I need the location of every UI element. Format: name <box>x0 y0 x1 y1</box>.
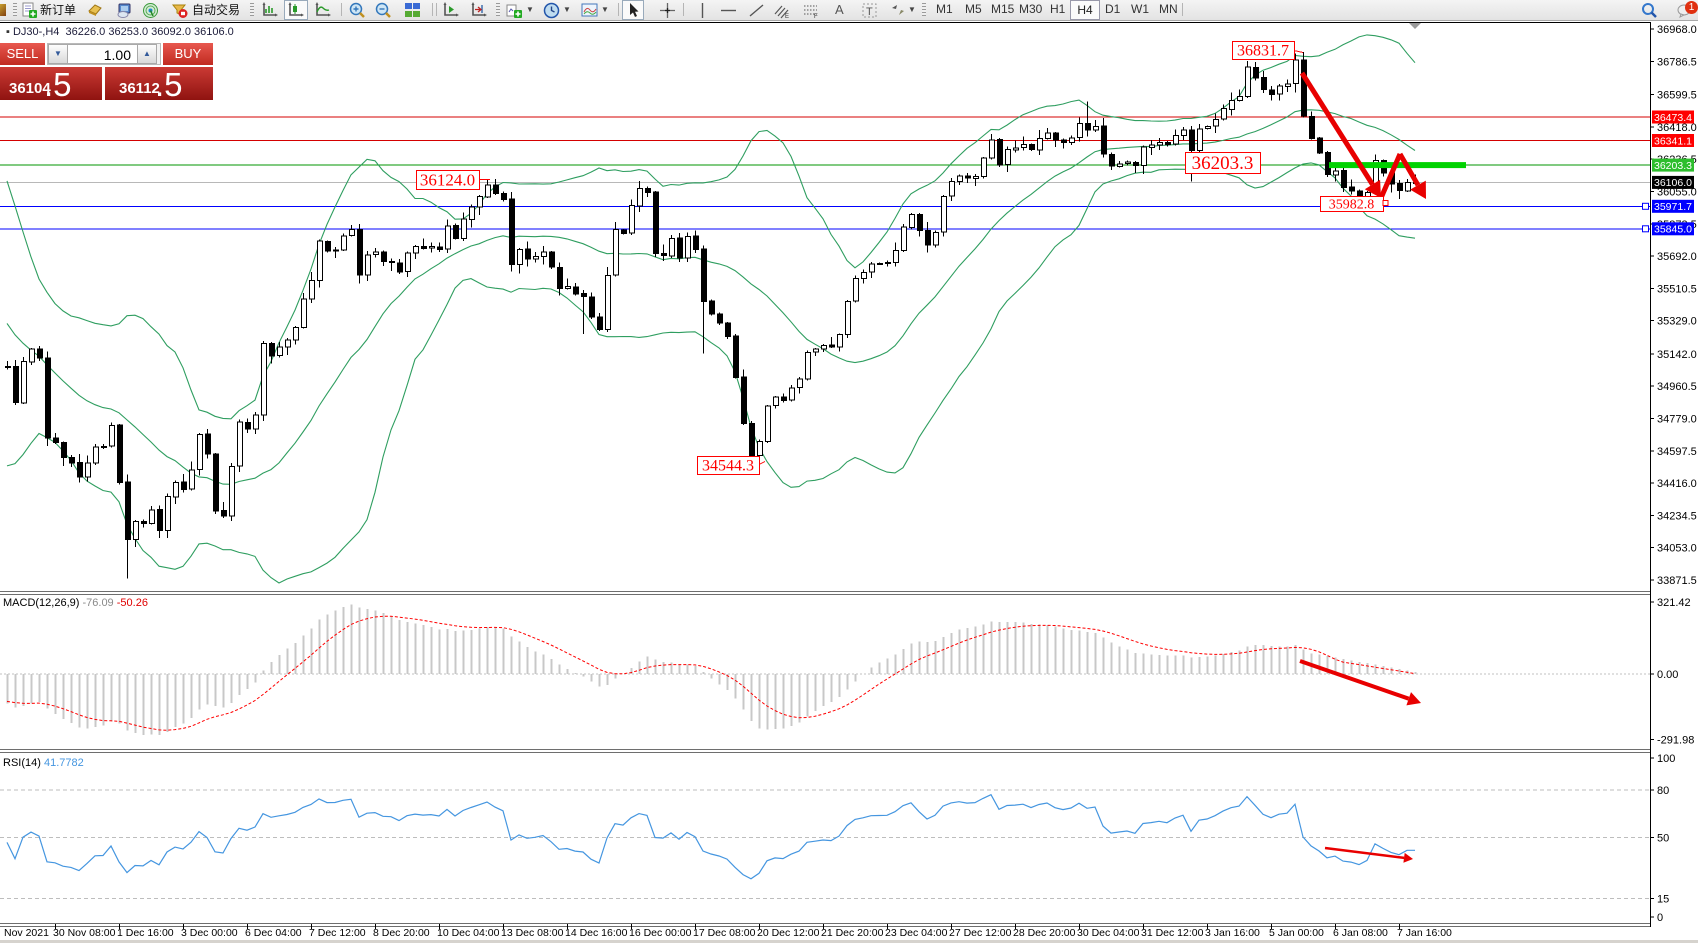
svg-text:7 Jan 16:00: 7 Jan 16:00 <box>1397 927 1452 939</box>
svg-text:14 Dec 16:00: 14 Dec 16:00 <box>565 927 628 939</box>
svg-text:30 Dec 04:00: 30 Dec 04:00 <box>1077 927 1140 939</box>
svg-text:33871.5: 33871.5 <box>1657 575 1697 587</box>
svg-text:0.00: 0.00 <box>1657 669 1678 681</box>
svg-text:34416.0: 34416.0 <box>1657 478 1697 490</box>
svg-text:17 Dec 08:00: 17 Dec 08:00 <box>693 927 756 939</box>
svg-text:36418.0: 36418.0 <box>1657 122 1697 134</box>
svg-text:16 Dec 00:00: 16 Dec 00:00 <box>629 927 692 939</box>
svg-text:3 Dec 00:00: 3 Dec 00:00 <box>181 927 238 939</box>
svg-text:36473.4: 36473.4 <box>1654 112 1692 124</box>
svg-text:36124.0: 36124.0 <box>420 170 475 189</box>
svg-text:321.42: 321.42 <box>1657 597 1691 609</box>
svg-text:100: 100 <box>1657 753 1675 765</box>
svg-text:35510.5: 35510.5 <box>1657 283 1697 295</box>
svg-text:28 Dec 20:00: 28 Dec 20:00 <box>1013 927 1076 939</box>
svg-text:36055.0: 36055.0 <box>1657 187 1697 199</box>
svg-text:8 Dec 20:00: 8 Dec 20:00 <box>373 927 430 939</box>
svg-text:36599.5: 36599.5 <box>1657 90 1697 102</box>
svg-text:36786.5: 36786.5 <box>1657 56 1697 68</box>
svg-text:35329.0: 35329.0 <box>1657 316 1697 328</box>
svg-text:E: E <box>785 14 789 19</box>
svg-text:21 Dec 20:00: 21 Dec 20:00 <box>821 927 884 939</box>
svg-text:35142.0: 35142.0 <box>1657 349 1697 361</box>
svg-text:36106.0: 36106.0 <box>1654 177 1692 189</box>
svg-text:36203.3: 36203.3 <box>1192 153 1254 174</box>
svg-text:35692.0: 35692.0 <box>1657 251 1697 263</box>
svg-text:10 Dec 04:00: 10 Dec 04:00 <box>437 927 500 939</box>
svg-text:Nov 2021: Nov 2021 <box>4 927 49 939</box>
svg-text:34960.5: 34960.5 <box>1657 381 1697 393</box>
svg-text:34053.0: 34053.0 <box>1657 543 1697 555</box>
svg-text:50: 50 <box>1657 833 1669 845</box>
svg-text:0: 0 <box>1657 912 1663 924</box>
svg-text:34597.5: 34597.5 <box>1657 446 1697 458</box>
svg-text:31 Dec 12:00: 31 Dec 12:00 <box>1141 927 1204 939</box>
svg-text:1 Dec 16:00: 1 Dec 16:00 <box>117 927 174 939</box>
svg-text:34779.0: 34779.0 <box>1657 414 1697 426</box>
svg-text:F: F <box>814 14 818 19</box>
svg-text:80: 80 <box>1657 785 1669 797</box>
svg-text:6 Jan 08:00: 6 Jan 08:00 <box>1333 927 1388 939</box>
svg-text:27 Dec 12:00: 27 Dec 12:00 <box>949 927 1012 939</box>
svg-text:13 Dec 08:00: 13 Dec 08:00 <box>501 927 564 939</box>
svg-text:5 Jan 00:00: 5 Jan 00:00 <box>1269 927 1324 939</box>
svg-text:RSI(14) 41.7782: RSI(14) 41.7782 <box>3 757 84 769</box>
svg-text:36968.0: 36968.0 <box>1657 24 1697 36</box>
svg-text:MACD(12,26,9) -76.09 -50.26: MACD(12,26,9) -76.09 -50.26 <box>3 597 148 609</box>
svg-text:23 Dec 04:00: 23 Dec 04:00 <box>885 927 948 939</box>
svg-text:34234.5: 34234.5 <box>1657 510 1697 522</box>
svg-text:-291.98: -291.98 <box>1657 735 1694 747</box>
svg-text:36831.7: 36831.7 <box>1237 42 1289 59</box>
svg-text:35845.0: 35845.0 <box>1654 224 1692 236</box>
svg-text:15: 15 <box>1657 894 1669 906</box>
svg-text:35971.7: 35971.7 <box>1654 201 1692 213</box>
svg-text:36203.3: 36203.3 <box>1654 160 1692 172</box>
svg-text:3 Jan 16:00: 3 Jan 16:00 <box>1205 927 1260 939</box>
svg-text:7 Dec 12:00: 7 Dec 12:00 <box>309 927 366 939</box>
svg-text:35982.8: 35982.8 <box>1329 197 1375 212</box>
svg-text:36341.1: 36341.1 <box>1654 135 1692 147</box>
svg-text:6 Dec 04:00: 6 Dec 04:00 <box>245 927 302 939</box>
svg-text:20 Dec 12:00: 20 Dec 12:00 <box>757 927 820 939</box>
svg-text:T: T <box>866 6 873 18</box>
svg-text:30 Nov 08:00: 30 Nov 08:00 <box>53 927 116 939</box>
svg-text:34544.3: 34544.3 <box>702 457 754 474</box>
